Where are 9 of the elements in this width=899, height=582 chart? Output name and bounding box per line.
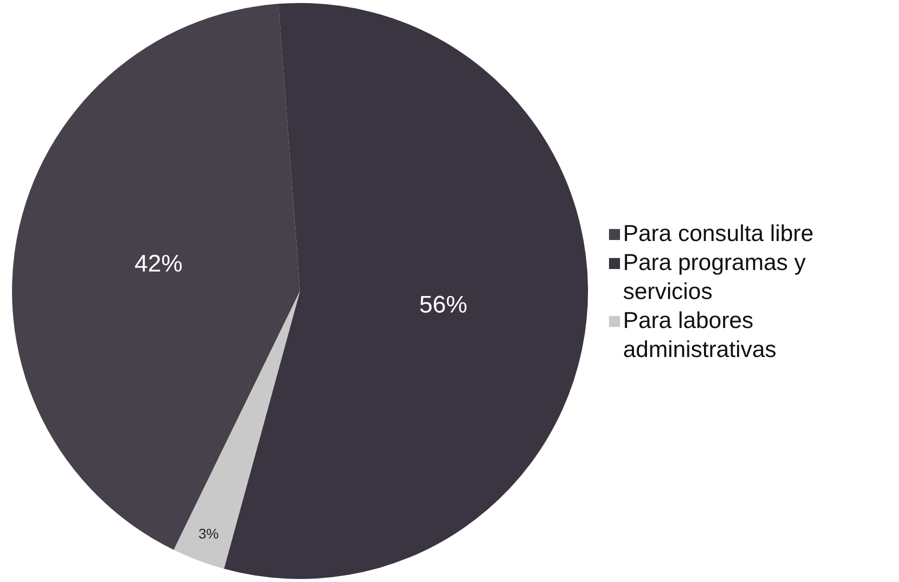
data-label: 56% (419, 291, 468, 318)
pie-slice (12, 4, 300, 550)
legend-label: Para programas y servicios (623, 248, 807, 306)
data-label: 3% (198, 526, 219, 542)
pie-slice (174, 291, 300, 569)
legend-label: Para labores administrativas (623, 306, 778, 364)
legend-label: Para consulta libre (623, 218, 814, 248)
pie-slice (224, 3, 588, 579)
data-label: 42% (134, 250, 183, 278)
